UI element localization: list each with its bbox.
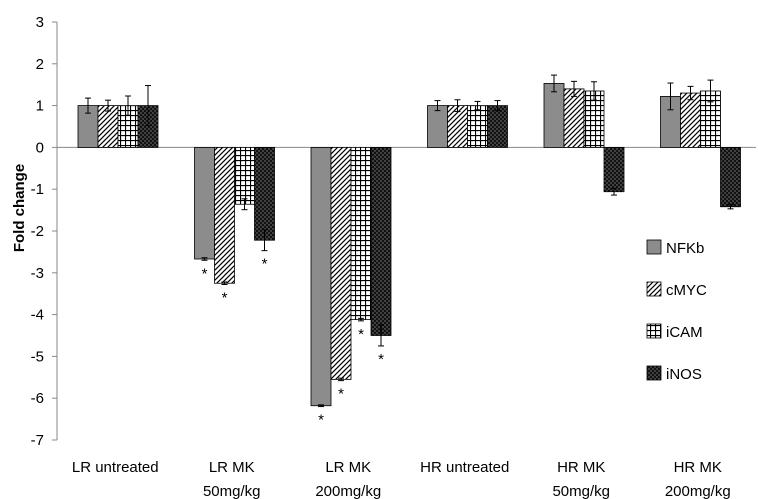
y-tick-label: -7 (31, 432, 44, 449)
category-label: HR MK (557, 459, 605, 476)
bars (77, 83, 741, 407)
y-tick-label: -2 (31, 223, 44, 240)
bar-icam (350, 146, 372, 321)
category-label: LR untreated (72, 459, 159, 476)
legend-swatch-nfkb (646, 239, 662, 255)
y-tick-label: -5 (31, 348, 44, 365)
bar-nfkb (543, 83, 565, 148)
y-tick-label: 0 (36, 139, 44, 156)
bar-icam (234, 146, 255, 205)
bar-nfkb (310, 146, 332, 407)
error-bars (85, 74, 734, 408)
significance-marker: * (262, 256, 268, 273)
axes (52, 21, 756, 441)
bar-cmyc (97, 105, 119, 148)
category-label: HR untreated (420, 459, 509, 476)
y-tick-label: -3 (31, 265, 44, 282)
legend-swatch-icam (646, 323, 662, 339)
bar-nfkb (427, 105, 448, 148)
bar-cmyc (214, 146, 235, 284)
bar-icam (467, 105, 488, 148)
significance-marker: * (338, 386, 344, 403)
category-label: 50mg/kg (203, 483, 261, 499)
legend-swatch-inos (646, 365, 662, 381)
bar-inos (254, 146, 275, 241)
y-axis-label: Fold change (11, 164, 28, 252)
significance-marker: * (378, 351, 384, 368)
y-tick-label: 3 (36, 14, 44, 31)
y-tick-label: -4 (31, 307, 44, 324)
significance-marker: * (222, 290, 228, 307)
bar-nfkb (194, 146, 215, 260)
category-label: 200mg/kg (315, 483, 381, 499)
category-label: LR MK (209, 459, 255, 476)
y-tick-label: 1 (36, 98, 44, 115)
legend: NFKb cMYC iCAM iNOS (646, 239, 707, 383)
category-label: HR MK (674, 459, 722, 476)
bar-inos (370, 146, 392, 336)
legend-label-nfkb: NFKb (666, 240, 704, 257)
significance-marker: * (318, 412, 324, 429)
legend-swatch-cmyc (646, 281, 662, 297)
significance-markers: * * * * * * * (202, 256, 385, 429)
legend-label-inos: iNOS (666, 366, 702, 383)
significance-marker: * (358, 326, 364, 343)
y-tick-label: -6 (31, 390, 44, 407)
category-label: 50mg/kg (552, 483, 610, 499)
category-labels: LR untreated LR MK 50mg/kg LR MK 200mg/kg HR … (72, 459, 731, 499)
y-tick-label: -1 (31, 181, 44, 198)
bar-inos (603, 146, 625, 193)
bar-cmyc (680, 92, 701, 148)
bar-inos (487, 105, 508, 148)
bar-cmyc (330, 146, 352, 380)
y-tick-labels: 3 2 1 0 -1 -2 -3 -4 -5 -6 -7 (31, 14, 44, 449)
legend-label-icam: iCAM (666, 324, 703, 341)
significance-marker: * (202, 265, 208, 282)
legend-label-cmyc: cMYC (666, 282, 707, 299)
category-label: 200mg/kg (665, 483, 731, 499)
bar-inos (720, 146, 741, 208)
y-tick-label: 2 (36, 56, 44, 73)
category-label: LR MK (325, 459, 371, 476)
bar-cmyc (563, 88, 585, 148)
